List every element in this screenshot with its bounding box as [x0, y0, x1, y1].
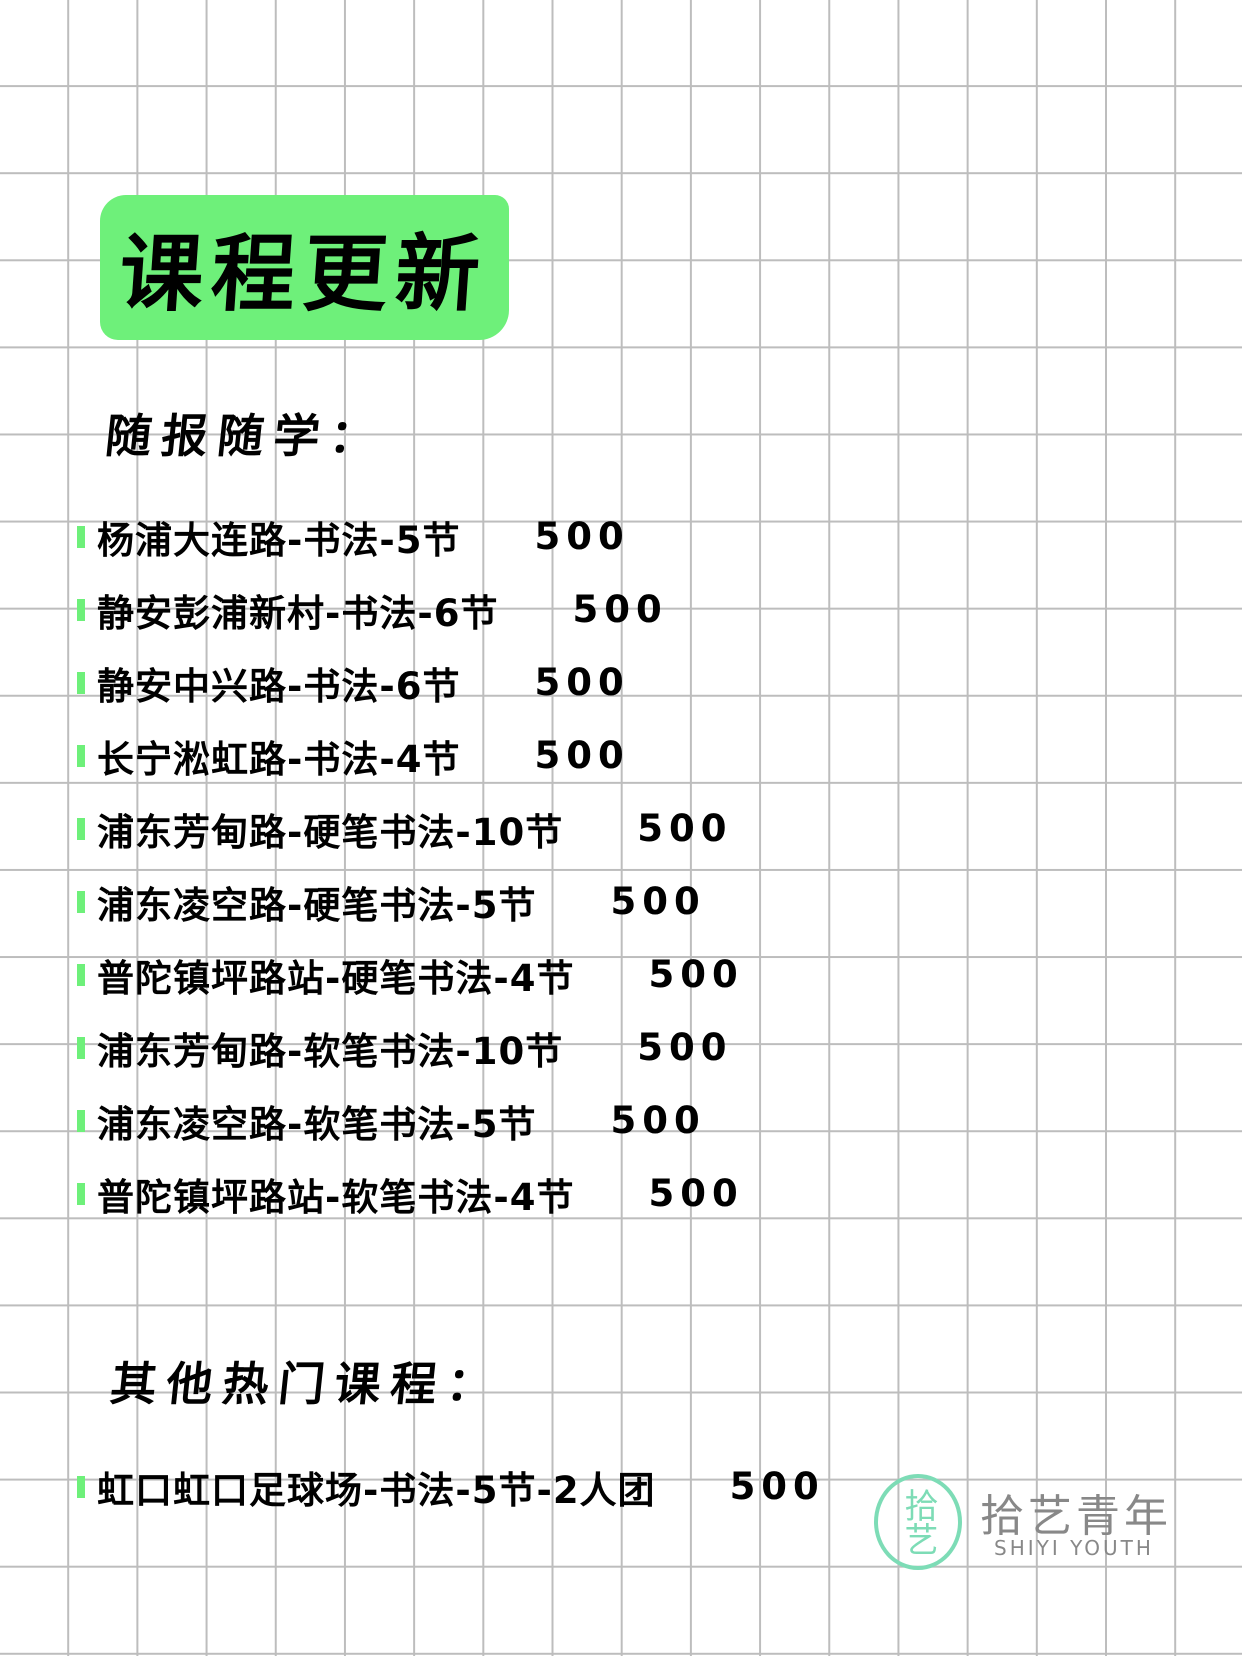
- list-item: 浦东凌空路-硬笔书法-5节 500: [77, 865, 744, 938]
- list-item: 长宁淞虹路-书法-4节 500: [77, 719, 744, 792]
- bullet-icon: [77, 963, 85, 986]
- bullet-icon: [77, 1109, 85, 1132]
- bullet-icon: [77, 817, 85, 840]
- course-name: 静安中兴路-书法-6节: [97, 664, 461, 708]
- brand-logo: 拾艺 拾艺青年 SHIYI YOUTH: [874, 1474, 1242, 1574]
- bullet-icon: [77, 744, 85, 767]
- course-list-walk-in: 杨浦大连路-书法-5节 500 静安彭浦新村-书法-6节 500 静安中兴路-书法-6节…: [77, 500, 744, 1230]
- list-item: 普陀镇坪路站-软笔书法-4节 500: [77, 1157, 744, 1230]
- course-price: 500: [534, 734, 630, 777]
- logo-mark-icon: 拾艺: [874, 1474, 962, 1570]
- course-price: 500: [534, 515, 630, 558]
- course-price: 500: [610, 880, 706, 923]
- bullet-icon: [77, 598, 85, 621]
- bullet-icon: [77, 671, 85, 694]
- course-name: 长宁淞虹路-书法-4节: [97, 737, 461, 781]
- course-price: 500: [637, 807, 733, 850]
- section-heading-popular: 其他热门课程：: [107, 1357, 506, 1411]
- course-list-popular: 虹口虹口足球场-书法-5节-2人团 500: [77, 1450, 825, 1523]
- course-price: 500: [729, 1465, 825, 1508]
- list-item: 普陀镇坪路站-硬笔书法-4节 500: [77, 938, 744, 1011]
- course-price: 500: [648, 953, 744, 996]
- logo-name-cn: 拾艺青年: [980, 1491, 1172, 1542]
- list-item: 浦东芳甸路-软笔书法-10节 500: [77, 1011, 744, 1084]
- bullet-icon: [77, 1182, 85, 1205]
- course-price: 500: [637, 1026, 733, 1069]
- course-name: 杨浦大连路-书法-5节: [97, 518, 461, 562]
- course-name: 普陀镇坪路站-硬笔书法-4节: [97, 956, 575, 1000]
- list-item: 浦东凌空路-软笔书法-5节 500: [77, 1084, 744, 1157]
- list-item: 静安中兴路-书法-6节 500: [77, 646, 744, 719]
- list-item: 静安彭浦新村-书法-6节 500: [77, 573, 744, 646]
- course-name: 静安彭浦新村-书法-6节: [97, 591, 499, 635]
- title-banner: 课程更新: [100, 195, 509, 340]
- list-item: 杨浦大连路-书法-5节 500: [77, 500, 744, 573]
- logo-name-en: SHIYI YOUTH: [994, 1536, 1154, 1560]
- bullet-icon: [77, 890, 85, 913]
- course-price: 500: [648, 1172, 744, 1215]
- section-heading-walk-in: 随报随学：: [102, 409, 389, 463]
- course-name: 普陀镇坪路站-软笔书法-4节: [97, 1175, 575, 1219]
- page-title: 课程更新: [116, 225, 492, 323]
- bullet-icon: [77, 1036, 85, 1059]
- logo-mark: 拾艺: [898, 1488, 938, 1556]
- course-name: 虹口虹口足球场-书法-5节-2人团: [97, 1468, 656, 1512]
- bullet-icon: [77, 1475, 85, 1498]
- bullet-icon: [77, 525, 85, 548]
- list-item: 浦东芳甸路-硬笔书法-10节 500: [77, 792, 744, 865]
- course-price: 500: [534, 661, 630, 704]
- course-name: 浦东凌空路-硬笔书法-5节: [97, 883, 537, 927]
- list-item: 虹口虹口足球场-书法-5节-2人团 500: [77, 1450, 825, 1523]
- course-price: 500: [572, 588, 668, 631]
- course-name: 浦东芳甸路-硬笔书法-10节: [97, 810, 564, 854]
- course-name: 浦东凌空路-软笔书法-5节: [97, 1102, 537, 1146]
- course-price: 500: [610, 1099, 706, 1142]
- course-name: 浦东芳甸路-软笔书法-10节: [97, 1029, 564, 1073]
